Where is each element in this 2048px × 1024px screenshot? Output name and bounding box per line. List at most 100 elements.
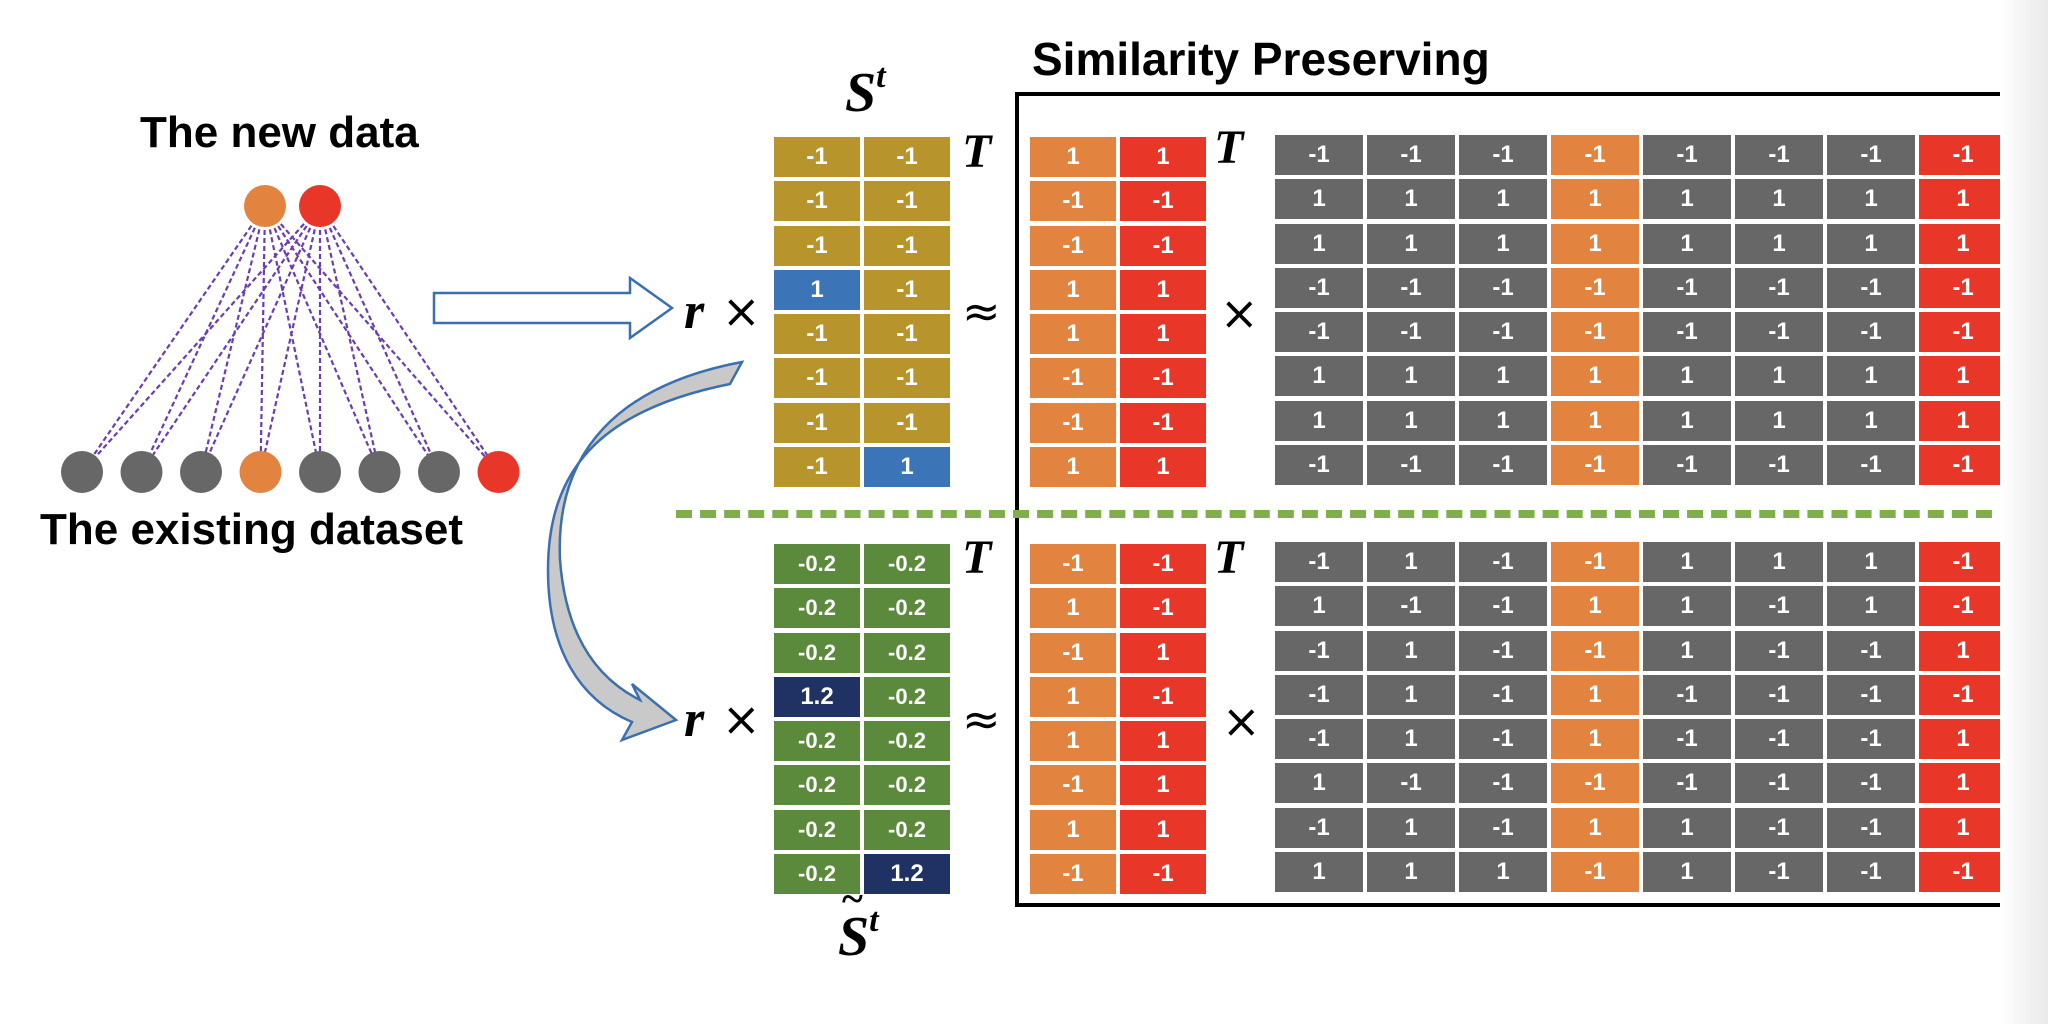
existing-code-cell: 1 <box>1919 356 2007 397</box>
s-matrix-cell: -1 <box>864 137 950 177</box>
new-code-cell: 1 <box>1120 765 1206 806</box>
graph-edge <box>81 205 321 473</box>
new-code-row: 1 -1 <box>1030 588 1210 629</box>
new-code-cell: -1 <box>1030 632 1116 673</box>
existing-code-cell: -1 <box>1367 312 1455 353</box>
existing-code-cell: -1 <box>1827 674 1915 715</box>
new-code-cell: 1 <box>1030 588 1116 629</box>
existing-code-cell: 1 <box>1551 400 1639 441</box>
s-matrix-cell: -1 <box>774 137 860 177</box>
existing-code-cell: 1 <box>1367 223 1455 264</box>
new-codes-matrix-bottom: -1 -1 1 -1 -1 1 1 -1 1 1 -1 1 1 1 -1 -1 <box>1030 544 1210 898</box>
existing-code-cell: -1 <box>1735 445 1823 486</box>
existing-code-cell: 1 <box>1367 719 1455 760</box>
existing-code-cell: -1 <box>1275 807 1363 848</box>
existing-code-cell: 1 <box>1275 179 1363 220</box>
existing-code-cell: 1 <box>1275 400 1363 441</box>
s-tilde-matrix-cell: -0.2 <box>864 632 950 673</box>
existing-code-cell: -1 <box>1827 719 1915 760</box>
section-divider-dashed <box>676 510 2016 518</box>
existing-code-cell: 1 <box>1643 807 1731 848</box>
new-code-cell: 1 <box>1030 314 1116 355</box>
s-tilde-matrix-bottom: -0.2 -0.2 -0.2 -0.2 -0.2 -0.2 1.2 -0.2 -0.2 -0.2-… <box>774 544 954 898</box>
existing-code-cell: 1 <box>1275 223 1363 264</box>
existing-code-cell: -1 <box>1459 630 1547 671</box>
new-code-cell: -1 <box>1030 765 1116 806</box>
existing-code-cell: 1 <box>1919 807 2007 848</box>
existing-code-cell: 1 <box>1919 400 2007 441</box>
existing-code-cell: -1 <box>1459 445 1547 486</box>
existing-code-cell: 1 <box>1551 356 1639 397</box>
graph-edge <box>140 205 321 473</box>
existing-code-cell: 1 <box>1827 586 1915 627</box>
existing-code-cell: -1 <box>1459 674 1547 715</box>
existing-code-cell: 1 <box>1459 852 1547 893</box>
s-matrix-cell: -1 <box>864 269 950 310</box>
existing-code-cell: -1 <box>1827 763 1915 804</box>
existing-data-node <box>299 451 341 493</box>
s-tilde-matrix-cell: -0.2 <box>774 588 860 629</box>
existing-code-cell: 1 <box>1367 852 1455 893</box>
existing-code-cell: -1 <box>1735 852 1823 893</box>
existing-code-cell: 1 <box>1919 630 2007 671</box>
existing-code-cell: -1 <box>1919 542 2007 582</box>
existing-data-node <box>358 451 401 493</box>
existing-code-row: -1 1 -1 1 -1 -1 -1 -1 <box>1275 674 2011 715</box>
s-matrix-row: -1 -1 <box>774 358 954 399</box>
graph-edge <box>259 205 322 473</box>
s-matrix-cell: -1 <box>774 447 860 488</box>
s-matrix-row: -1 -1 <box>774 314 954 355</box>
new-code-cell: -1 <box>1120 544 1206 584</box>
existing-codes-matrix-top: -1 -1 -1 -1 -1 -1 -1 -1 1 1 1 1 1 1 1 1 1 1 1 1 1 1 1 1 -1 -1 -1 -1… <box>1275 135 2011 489</box>
existing-code-cell: 1 <box>1643 542 1731 582</box>
s-tilde-matrix-row: -0.2 -0.2 <box>774 765 954 806</box>
new-code-cell: -1 <box>1120 676 1206 717</box>
existing-code-row: -1 1 -1 -1 1 -1 -1 1 <box>1275 630 2011 671</box>
s-t-symbol: St <box>845 58 886 124</box>
existing-code-cell: 1 <box>1827 356 1915 397</box>
s-tilde-matrix-cell: -0.2 <box>774 854 860 895</box>
new-code-cell: 1 <box>1120 137 1206 177</box>
times-symbol-bottom-right: × <box>1222 694 1261 748</box>
existing-code-cell: -1 <box>1735 807 1823 848</box>
new-code-cell: 1 <box>1120 314 1206 355</box>
transpose-t-codes-top: T <box>1214 121 1244 174</box>
existing-data-node <box>120 451 163 493</box>
graph-edge <box>264 205 500 473</box>
existing-data-node <box>61 451 103 493</box>
existing-code-cell: -1 <box>1275 135 1363 175</box>
existing-code-cell: -1 <box>1459 267 1547 308</box>
existing-code-cell: -1 <box>1367 763 1455 804</box>
existing-code-cell: -1 <box>1827 807 1915 848</box>
existing-code-cell: -1 <box>1367 267 1455 308</box>
s-tilde-matrix-cell: -0.2 <box>864 588 950 629</box>
existing-code-cell: -1 <box>1643 267 1731 308</box>
s-matrix-top: -1 -1 -1 -1 -1 -1 1 -1 -1 -1 -1 -1 -1 -1 -1 1 <box>774 137 954 491</box>
existing-code-cell: -1 <box>1643 719 1731 760</box>
curved-arrow-icon <box>546 360 745 743</box>
existing-code-cell: 1 <box>1827 179 1915 220</box>
existing-code-cell: -1 <box>1827 267 1915 308</box>
new-code-cell: 1 <box>1120 269 1206 310</box>
s-tilde-matrix-cell: 1.2 <box>774 676 860 717</box>
existing-code-cell: -1 <box>1459 807 1547 848</box>
existing-data-node <box>180 451 222 493</box>
new-code-cell: -1 <box>1030 181 1116 222</box>
new-code-row: -1 -1 <box>1030 225 1210 266</box>
graph-edge <box>140 205 266 473</box>
existing-code-cell: 1 <box>1827 400 1915 441</box>
existing-data-node <box>418 451 460 493</box>
new-code-row: -1 -1 <box>1030 358 1210 399</box>
s-tilde-matrix-row: -0.2 1.2 <box>774 854 954 895</box>
existing-code-cell: 1 <box>1551 586 1639 627</box>
existing-code-cell: -1 <box>1459 542 1547 582</box>
existing-code-cell: 1 <box>1643 223 1731 264</box>
existing-code-row: -1 1 -1 1 1 -1 -1 1 <box>1275 807 2011 848</box>
existing-code-cell: -1 <box>1827 630 1915 671</box>
s-matrix-cell: 1 <box>864 447 950 488</box>
times-symbol-bottom-left: × <box>722 692 761 746</box>
new-code-cell: 1 <box>1120 447 1206 488</box>
